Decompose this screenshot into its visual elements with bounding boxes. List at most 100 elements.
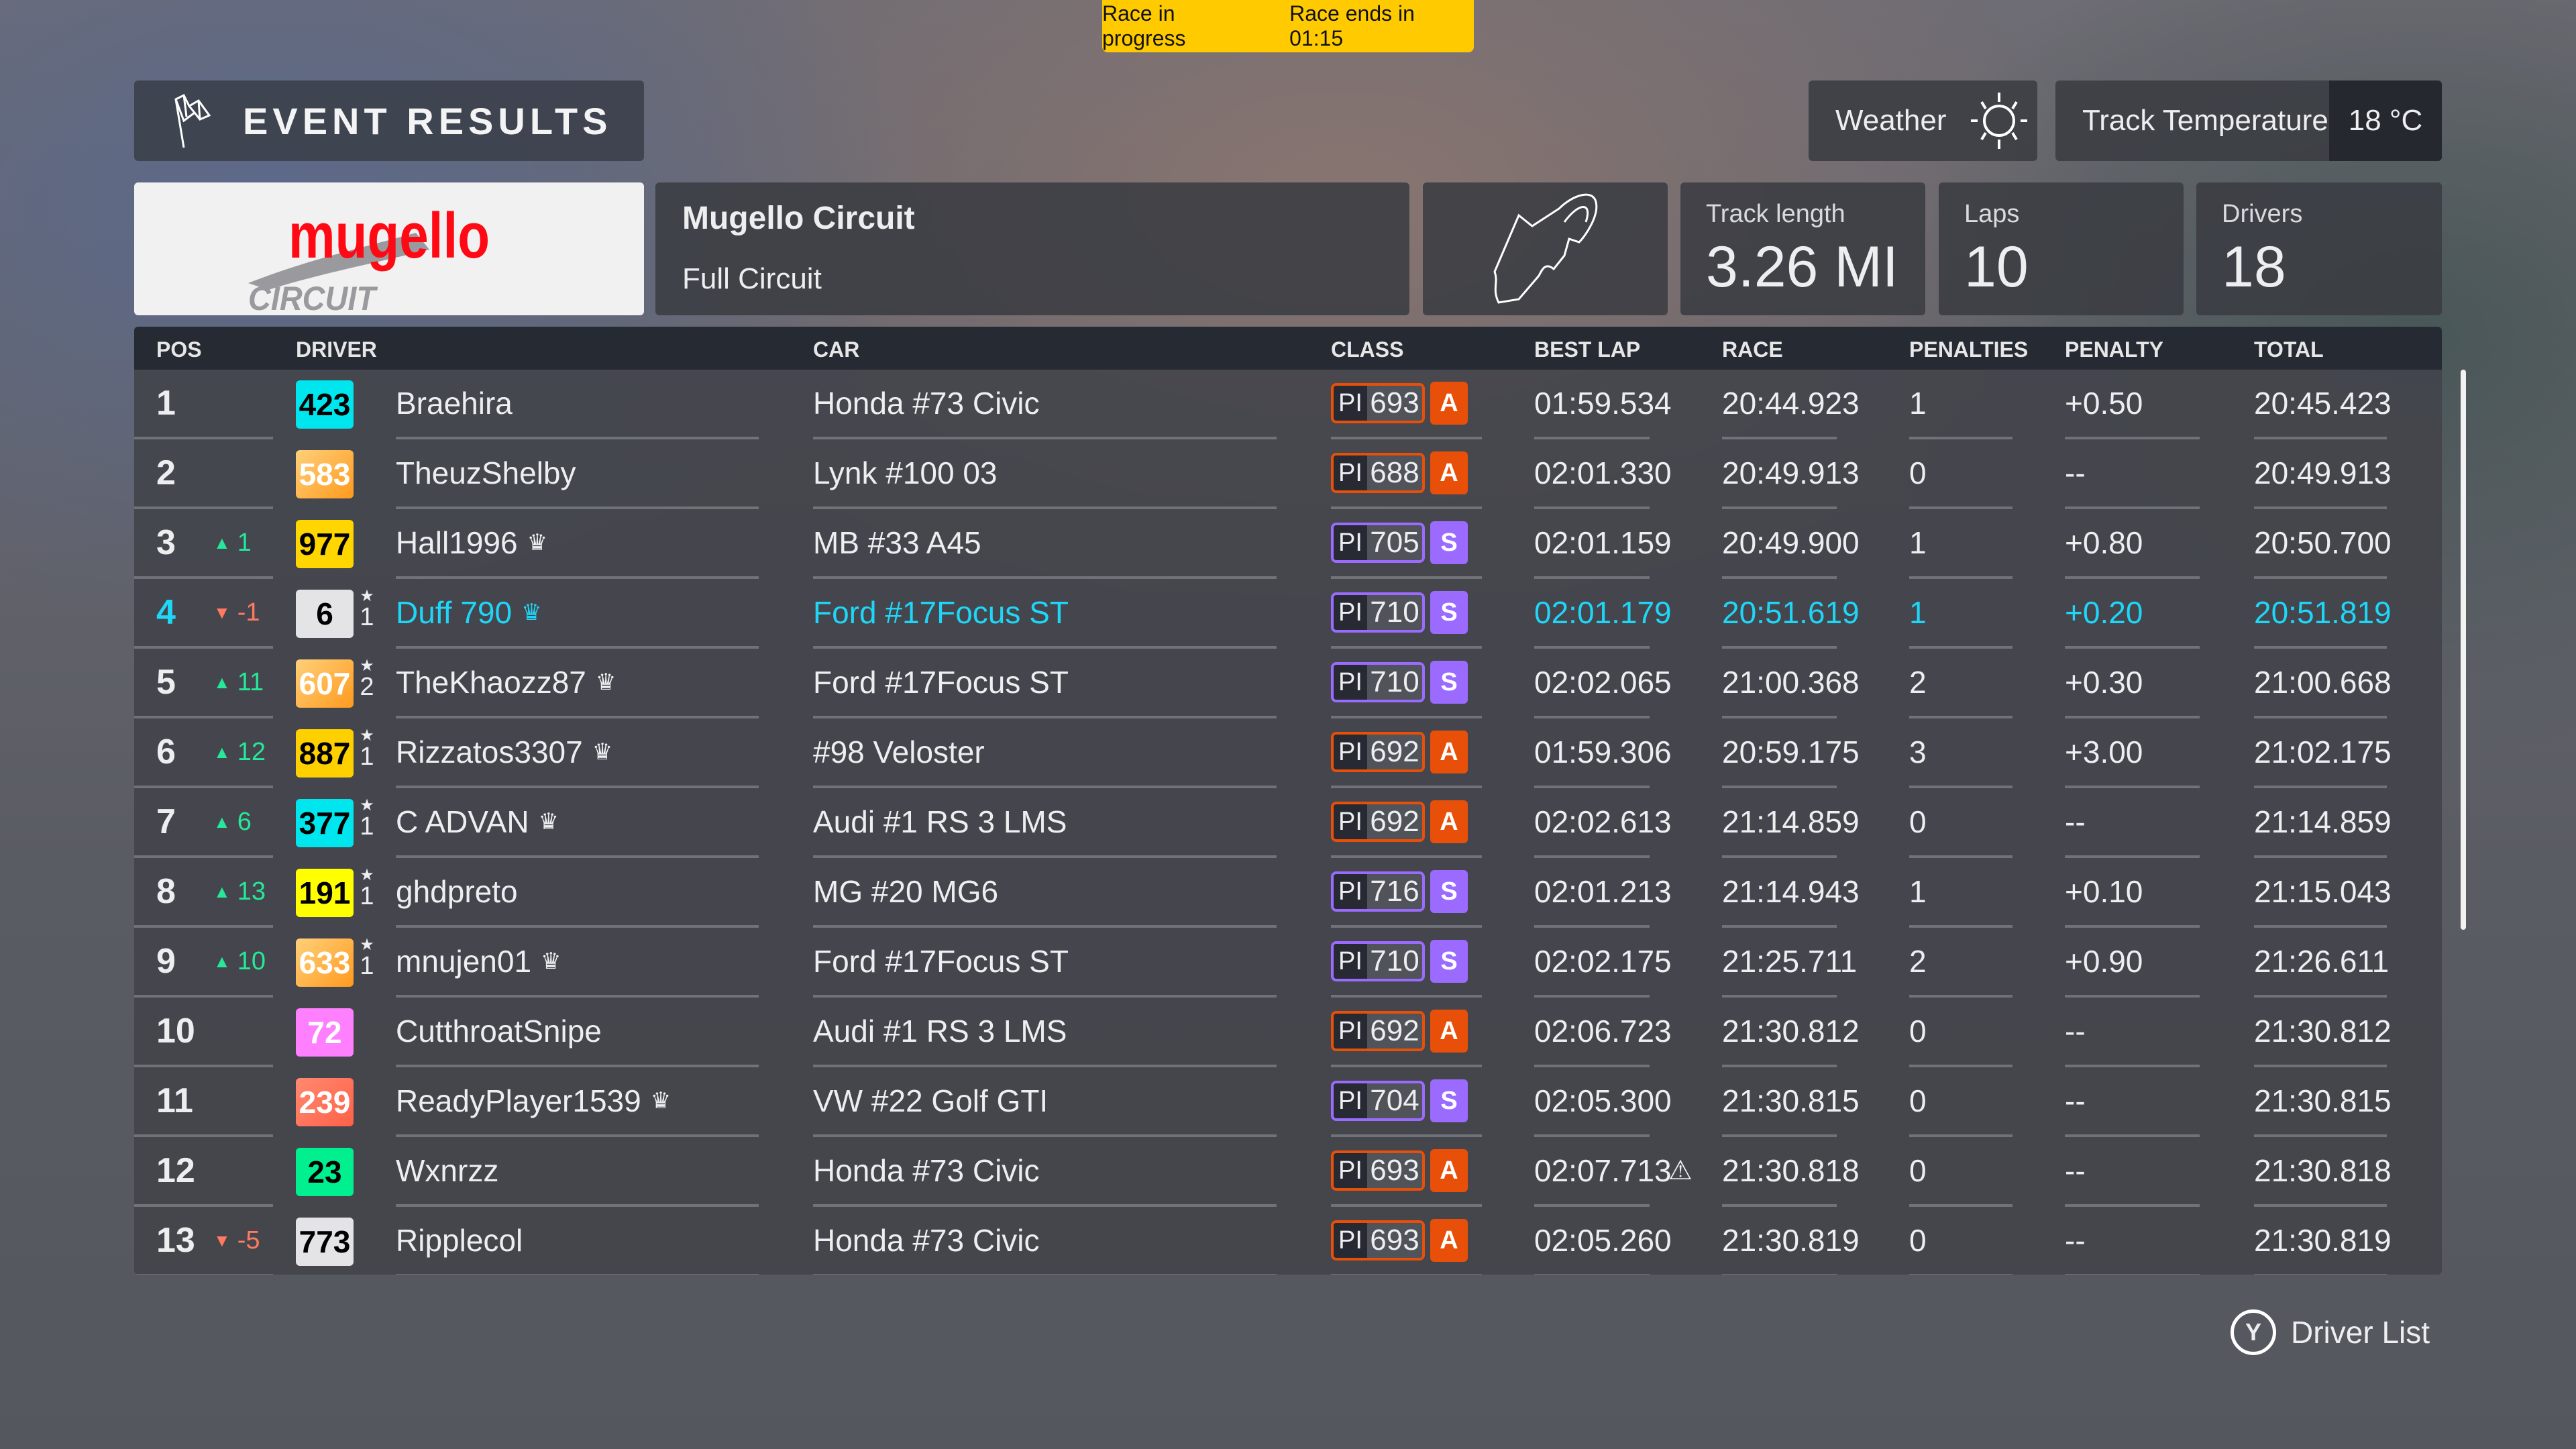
penalty-time: -- (2065, 788, 2200, 858)
penalties-count: 2 (1909, 928, 2012, 998)
position-change: ▲ 6 (213, 788, 252, 855)
driver-rating-badge: 377 (296, 799, 354, 847)
penalties-count: 0 (1909, 788, 2012, 858)
driver-name[interactable]: Rizzatos3307 (396, 735, 583, 769)
star-rank: ★ 1 (360, 727, 374, 770)
race-time: 21:14.859 (1722, 788, 1860, 858)
pi-rating: PI 692 (1331, 1011, 1425, 1051)
race-time: 20:51.619 (1722, 579, 1860, 649)
driver-name[interactable]: C ADVAN (396, 804, 529, 839)
crown-icon: ♛ (541, 949, 561, 974)
driver-name[interactable]: ReadyPlayer1539 (396, 1083, 641, 1118)
scrollbar[interactable] (2461, 370, 2466, 930)
table-row[interactable]: 2 583 TheuzShelby Lynk #100 03 PI 688 A 02:01.3… (134, 439, 2442, 509)
table-row[interactable]: 13 ▼ -5 773 Ripplecol Honda #73 Civic PI 693 A 02… (134, 1207, 2442, 1275)
laps-label: Laps (1964, 200, 2020, 228)
driver-name[interactable]: Duff 790 (396, 595, 513, 630)
driver-name[interactable]: mnujen01 (396, 944, 532, 979)
total-time: 21:30.812 (2254, 998, 2392, 1067)
car-name: MB #33 A45 (813, 509, 1277, 579)
pi-value: 693 (1367, 1153, 1422, 1188)
pi-rating: PI 693 (1331, 1150, 1425, 1191)
penalties-count: 0 (1909, 1207, 2012, 1275)
table-row[interactable]: 12 23 Wxnrzz Honda #73 Civic PI 693 A 02:07.713… (134, 1137, 2442, 1207)
class-badge: A (1430, 1149, 1468, 1192)
table-row[interactable]: 3 ▲ 1 977 Hall1996 ♛ MB #33 A45 PI 705 S 02:01.159… (134, 509, 2442, 579)
driver-name[interactable]: CutthroatSnipe (396, 1014, 602, 1049)
total-time: 21:15.043 (2254, 858, 2392, 928)
penalties-count: 1 (1909, 579, 2012, 649)
class-badge: S (1430, 521, 1468, 564)
column-pos: POS (156, 337, 202, 362)
total-time: 20:51.819 (2254, 579, 2392, 649)
total-time: 20:49.913 (2254, 439, 2392, 509)
driver-list-label: Driver List (2291, 1315, 2430, 1350)
star-rank-value: 2 (360, 673, 374, 701)
circuit-name: Mugello Circuit (682, 201, 915, 236)
driver-name[interactable]: Wxnrzz (396, 1153, 499, 1188)
table-row[interactable]: 11 239 ReadyPlayer1539 ♛ VW #22 Golf GTI PI 70… (134, 1067, 2442, 1137)
column-best-lap: BEST LAP (1534, 337, 1641, 362)
pi-rating: PI 705 (1331, 523, 1425, 563)
table-row[interactable]: 5 ▲ 11 607 ★ 2 TheKhaozz87 ♛ Ford #17Focus ST PI 7… (134, 649, 2442, 718)
track-length-label: Track length (1706, 200, 1845, 228)
table-row[interactable]: 10 72 CutthroatSnipe Audi #1 RS 3 LMS PI 692 A… (134, 998, 2442, 1067)
driver-name[interactable]: Hall1996 (396, 525, 518, 560)
pi-label: PI (1334, 386, 1367, 421)
driver-name[interactable]: TheKhaozz87 (396, 665, 586, 700)
driver-list-button[interactable]: Y Driver List (2231, 1309, 2430, 1355)
pi-rating: PI 710 (1331, 941, 1425, 981)
table-row[interactable]: 4 ▼ -1 6 ★ 1 Duff 790 ♛ Ford #17Focus ST PI 710 S 02… (134, 579, 2442, 649)
driver-name[interactable]: TheuzShelby (396, 455, 576, 490)
car-name: VW #22 Golf GTI (813, 1067, 1277, 1137)
class-cell: PI 716 S (1331, 858, 1482, 928)
pi-label: PI (1334, 944, 1367, 979)
best-lap-value: 02:02.613 (1534, 804, 1672, 839)
class-cell: PI 693 A (1331, 1207, 1482, 1275)
pi-label: PI (1334, 455, 1367, 490)
position-cell: 9 ▲ 10 (134, 928, 273, 998)
penalties-count: 2 (1909, 649, 2012, 718)
pi-value: 710 (1367, 595, 1422, 630)
driver-name-cell: Duff 790 ♛ (396, 579, 759, 649)
total-time: 21:14.859 (2254, 788, 2392, 858)
race-time: 20:59.175 (1722, 718, 1860, 788)
race-timer: Race ends in 01:15 (1289, 1, 1415, 50)
driver-name[interactable]: Ripplecol (396, 1223, 523, 1258)
table-row[interactable]: 9 ▲ 10 633 ★ 1 mnujen01 ♛ Ford #17Focus ST PI 710 S… (134, 928, 2442, 998)
penalty-time: -- (2065, 1067, 2200, 1137)
driver-rating-badge: 239 (296, 1078, 354, 1126)
position-change: ▼ -1 (213, 579, 260, 646)
table-row[interactable]: 8 ▲ 13 191 ★ 1 ghdpreto MG #20 MG6 PI 716 S 02:01.2… (134, 858, 2442, 928)
penalties-count: 0 (1909, 1137, 2012, 1207)
driver-name-cell: mnujen01 ♛ (396, 928, 759, 998)
pi-value: 704 (1367, 1083, 1422, 1118)
best-lap-value: 02:05.260 (1534, 1223, 1672, 1258)
circuit-layout: Full Circuit (682, 262, 822, 295)
best-lap-value: 02:01.213 (1534, 874, 1672, 909)
driver-name[interactable]: Braehira (396, 386, 513, 421)
table-row[interactable]: 6 ▲ 12 887 ★ 1 Rizzatos3307 ♛ #98 Veloster PI 692 A… (134, 718, 2442, 788)
class-badge: A (1430, 731, 1468, 773)
pi-label: PI (1334, 1223, 1367, 1258)
race-time: 20:49.900 (1722, 509, 1860, 579)
penalty-time: -- (2065, 439, 2200, 509)
driver-name[interactable]: ghdpreto (396, 874, 518, 909)
best-lap-value: 02:01.159 (1534, 525, 1672, 560)
class-badge: A (1430, 1219, 1468, 1262)
driver-name-cell: Hall1996 ♛ (396, 509, 759, 579)
driver-rating-badge: 773 (296, 1218, 354, 1266)
arrow-down-icon: ▼ (213, 1230, 231, 1250)
pi-rating: PI 716 (1331, 871, 1425, 912)
pi-value: 710 (1367, 944, 1422, 979)
y-button-icon: Y (2231, 1309, 2276, 1355)
logo-subtext: CIRCUIT (248, 280, 378, 315)
table-row[interactable]: 1 423 Braehira Honda #73 Civic PI 693 A 01:59.5… (134, 370, 2442, 439)
total-time: 21:02.175 (2254, 718, 2392, 788)
class-badge: S (1430, 870, 1468, 913)
star-icon: ★ (360, 727, 374, 745)
table-row[interactable]: 7 ▲ 6 377 ★ 1 C ADVAN ♛ Audi #1 RS 3 LMS PI 692 A 02… (134, 788, 2442, 858)
arrow-up-icon: ▲ (213, 811, 231, 832)
penalty-time: +0.50 (2065, 370, 2200, 439)
track-temperature-value: 18 °C (2329, 80, 2442, 161)
